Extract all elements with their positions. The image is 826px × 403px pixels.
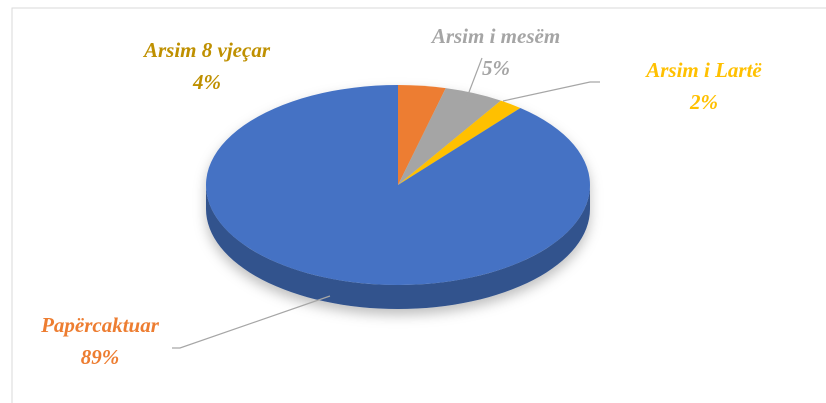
leader-line [172, 295, 331, 349]
slice [206, 85, 590, 286]
value-label: 89% [81, 345, 120, 369]
slice [398, 100, 521, 185]
value-label: 4% [192, 70, 221, 94]
value-label: 5% [482, 56, 510, 80]
slice [398, 88, 501, 185]
slice-label: Arsim i mesëm [430, 24, 560, 48]
slice-label: Arsim i Lartë [644, 58, 762, 82]
value-label: 2% [689, 90, 718, 114]
slice-side [206, 185, 590, 309]
pie [206, 85, 590, 309]
leader-line [502, 81, 600, 102]
leader-line [465, 57, 483, 101]
slice-label: Arsim 8 vjeçar [142, 38, 271, 62]
slice [398, 85, 446, 185]
chart-border [11, 7, 826, 403]
slice-label: Papërcaktuar [40, 313, 160, 337]
